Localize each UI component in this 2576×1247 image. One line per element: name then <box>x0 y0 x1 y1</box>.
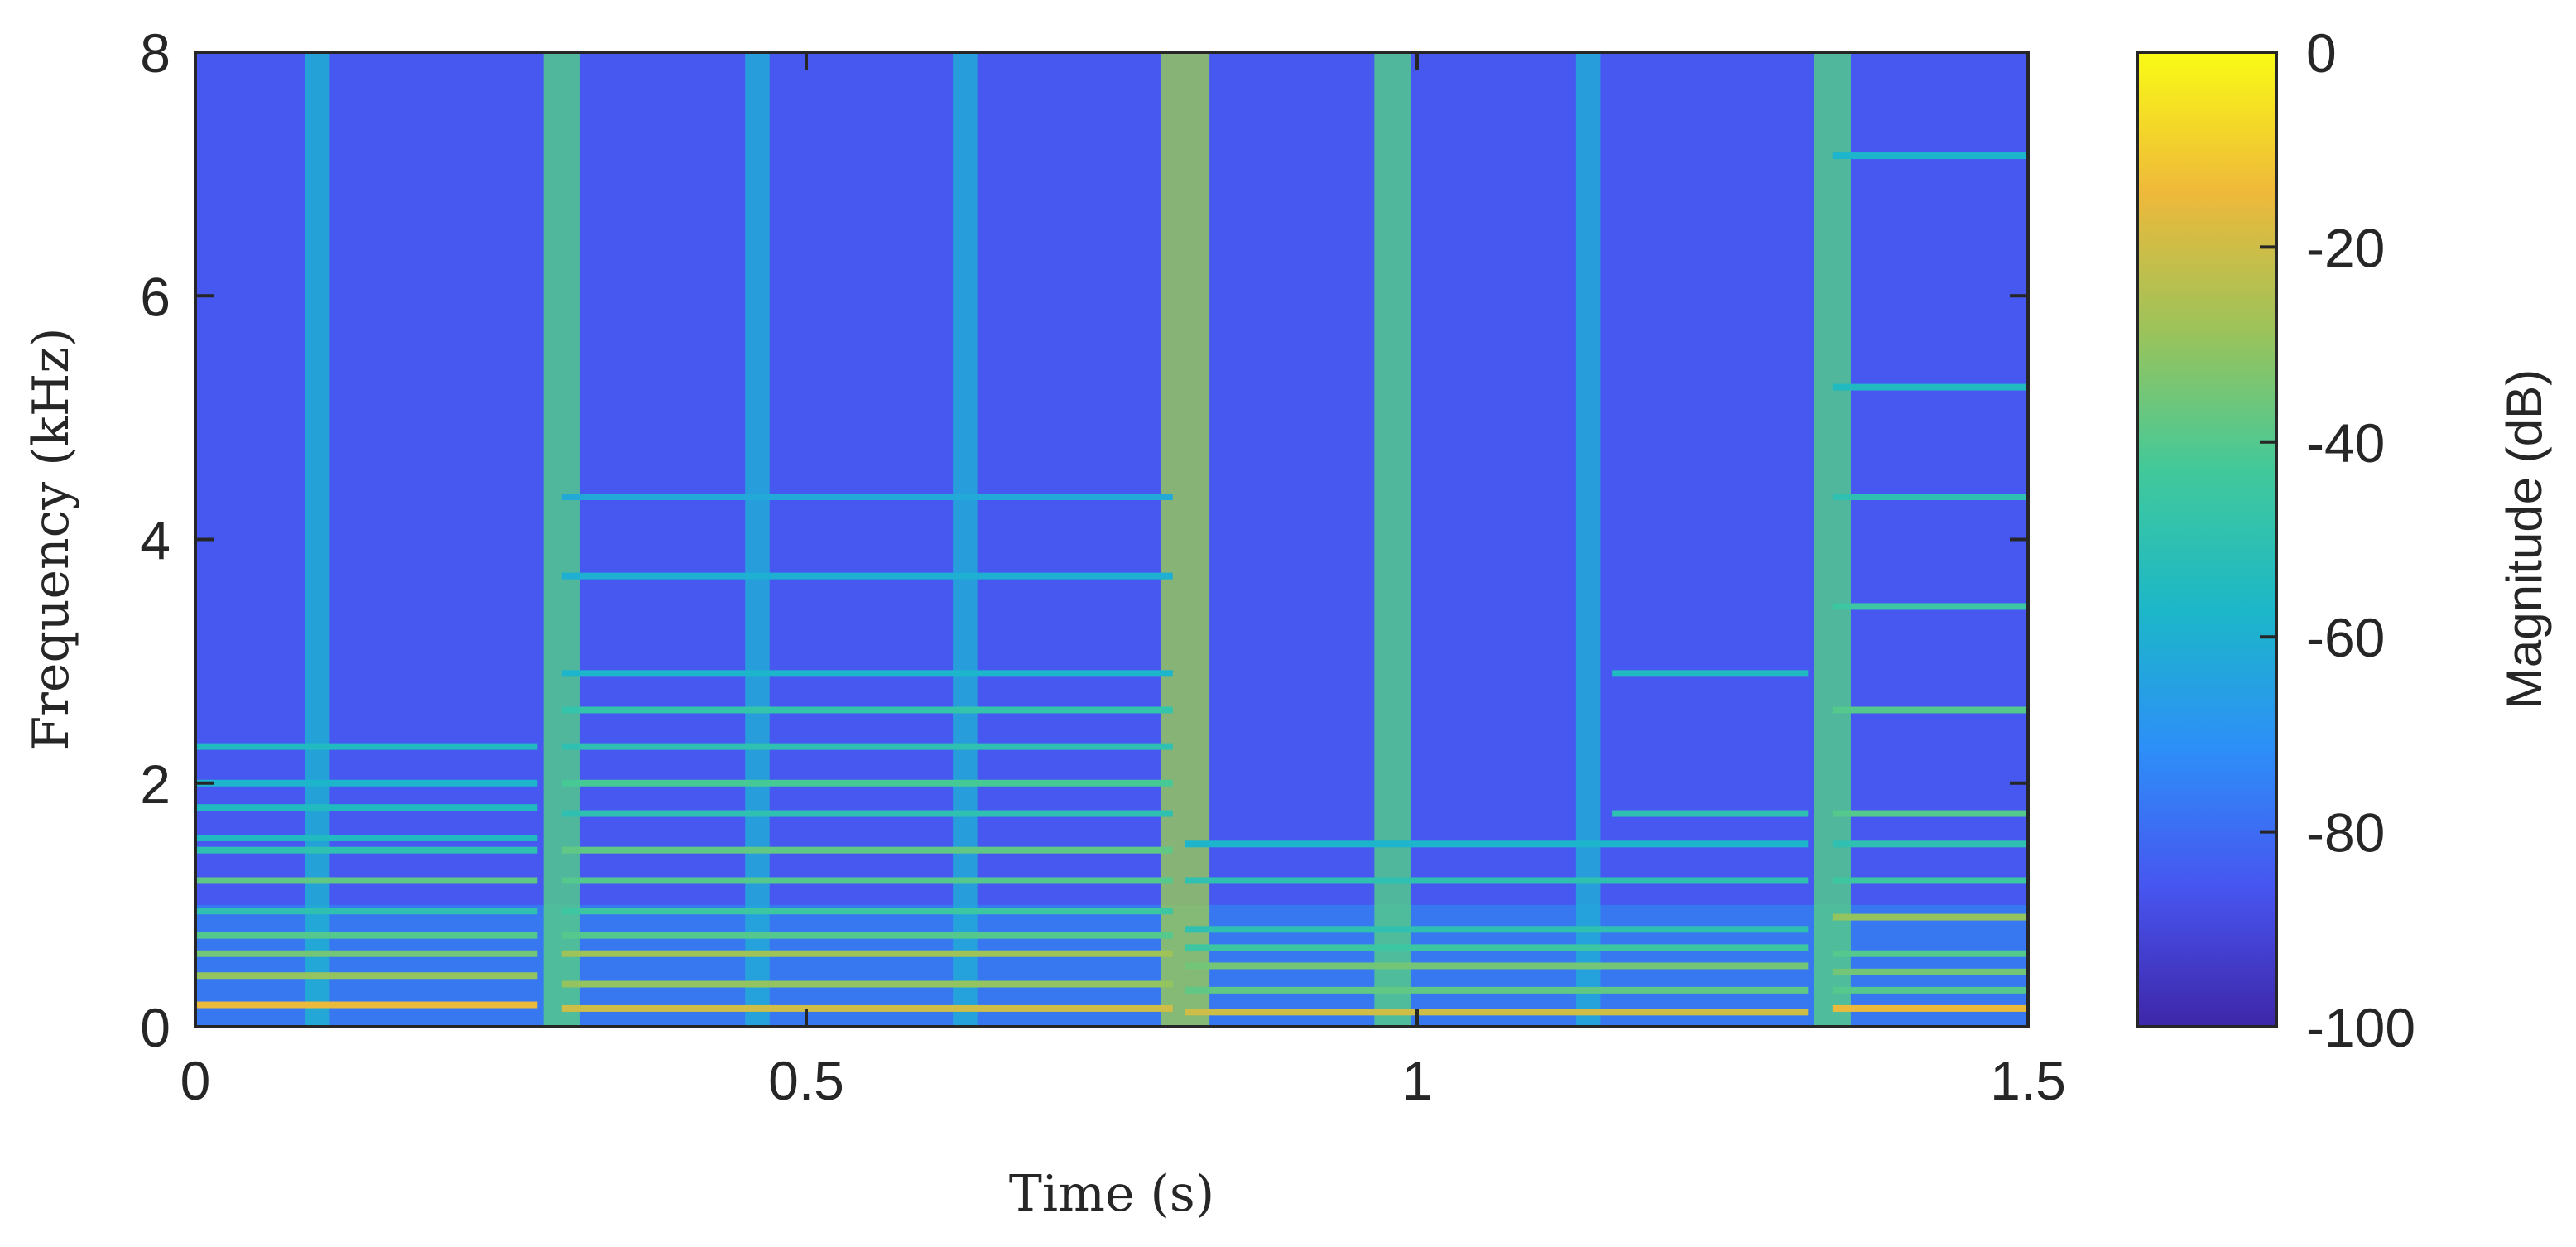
harmonic-band <box>561 779 1173 787</box>
y-tick-label: 2 <box>140 753 171 815</box>
harmonic-band <box>561 932 1173 939</box>
harmonic-band <box>195 1001 538 1009</box>
x-axis-label: Time (s) <box>1009 1165 1214 1223</box>
y-tick-label: 4 <box>140 510 171 571</box>
harmonic-band <box>195 779 538 787</box>
harmonic-band <box>561 980 1173 988</box>
x-tick-label: 1 <box>1402 1050 1433 1111</box>
harmonic-band <box>561 743 1173 750</box>
harmonic-band <box>1185 962 1809 970</box>
colorbar-label: Magnitude (dB) <box>2497 369 2552 709</box>
onset-column <box>1161 52 1210 1027</box>
harmonic-band <box>1185 877 1809 884</box>
onset-column <box>543 52 580 1027</box>
harmonic-band <box>1612 810 1809 817</box>
onset-column <box>1814 52 1851 1027</box>
harmonic-band <box>561 810 1173 817</box>
onset-column <box>953 52 978 1027</box>
harmonic-band <box>561 846 1173 854</box>
harmonic-band <box>1832 877 2028 884</box>
x-tick-label: 0 <box>180 1050 211 1111</box>
harmonic-band <box>561 877 1173 884</box>
harmonic-band <box>1832 810 2028 817</box>
onset-column <box>745 52 770 1027</box>
spectrogram-heatmap <box>195 52 2028 1027</box>
onset-column <box>1575 52 1601 1027</box>
harmonic-band <box>1832 968 2028 975</box>
harmonic-band <box>561 572 1173 580</box>
colorbar-ticks: 0 -20 -40 -60 -80 -100 <box>2260 22 2415 1058</box>
harmonic-band <box>1185 840 1809 848</box>
x-axis: 0 0.5 1 1.5 <box>180 52 2066 1111</box>
colorbar-tick-label: 0 <box>2306 22 2337 84</box>
colorbar-tick-label: -60 <box>2306 607 2385 668</box>
harmonic-band <box>561 950 1173 957</box>
harmonic-band <box>1185 1009 1809 1016</box>
colorbar-tick-label: -20 <box>2306 217 2385 278</box>
harmonic-band <box>561 706 1173 714</box>
y-axis: 0 2 4 6 8 <box>140 22 2028 1058</box>
y-tick-label: 6 <box>140 266 171 327</box>
colorbar-frame <box>2136 51 2278 1028</box>
harmonic-band <box>195 743 538 750</box>
harmonic-band <box>195 804 538 811</box>
harmonic-band <box>1832 840 2028 848</box>
harmonic-band <box>1832 706 2028 714</box>
harmonic-band <box>1832 494 2028 501</box>
y-axis-label: Frequency (kHz) <box>22 328 80 751</box>
harmonic-band <box>1832 152 2028 160</box>
harmonic-band <box>1832 383 2028 391</box>
harmonic-band <box>561 908 1173 915</box>
y-tick-label: 0 <box>140 997 171 1058</box>
heatmap-background <box>195 52 2028 1027</box>
harmonic-band <box>561 670 1173 677</box>
harmonic-band <box>561 494 1173 501</box>
harmonic-band <box>1832 950 2028 957</box>
harmonic-band <box>1832 603 2028 610</box>
harmonic-band <box>1832 986 2028 994</box>
harmonic-band <box>195 877 538 884</box>
harmonic-band <box>195 908 538 915</box>
colorbar-tick-label: -80 <box>2306 802 2385 864</box>
colorbar-tick-label: -40 <box>2306 412 2385 474</box>
colorbar-gradient <box>2137 52 2276 1027</box>
harmonic-band <box>195 950 538 957</box>
harmonic-band <box>195 846 538 854</box>
harmonic-band <box>195 972 538 980</box>
plot-area: 0 0.5 1 1.5 0 2 4 6 8 <box>140 22 2066 1111</box>
harmonic-band <box>1612 670 1809 677</box>
onset-column <box>1374 52 1411 1027</box>
colorbar-tick-label: -100 <box>2306 997 2415 1058</box>
onset-column <box>305 52 330 1027</box>
y-tick-label: 8 <box>140 22 171 84</box>
harmonic-band <box>195 834 538 841</box>
harmonic-band <box>561 1004 1173 1012</box>
harmonic-band <box>1832 913 2028 921</box>
harmonic-band <box>1185 986 1809 994</box>
harmonic-band <box>1185 926 1809 933</box>
x-tick-label: 1.5 <box>1990 1050 2066 1111</box>
colorbar: 0 -20 -40 -60 -80 -100 <box>2136 22 2415 1058</box>
harmonic-band <box>1185 944 1809 951</box>
x-tick-label: 0.5 <box>768 1050 844 1111</box>
harmonic-band <box>1832 1004 2028 1012</box>
harmonic-band <box>195 932 538 939</box>
